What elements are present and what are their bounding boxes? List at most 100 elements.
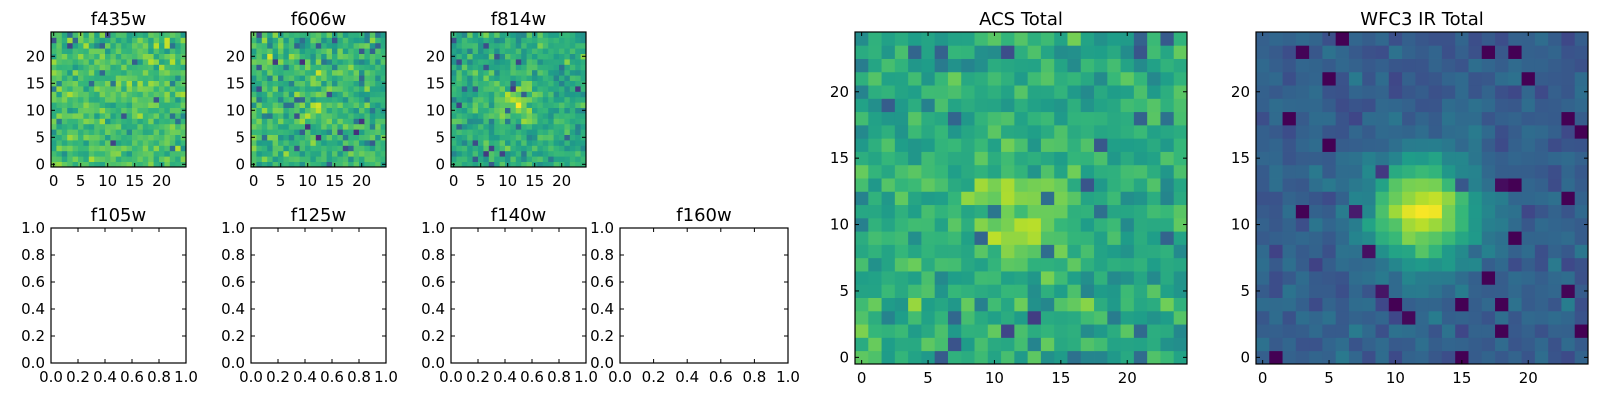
heatmap-cell <box>974 191 989 206</box>
heatmap-cell <box>321 113 327 119</box>
heatmap-cell <box>1468 151 1483 166</box>
heatmap-cell <box>532 145 538 152</box>
heatmap-cell <box>1269 244 1283 259</box>
heatmap-cell <box>126 64 133 71</box>
heatmap-cell <box>1014 271 1029 285</box>
heatmap-cell <box>326 42 333 49</box>
heatmap-cell <box>499 32 506 38</box>
heatmap-cell <box>1322 124 1337 139</box>
heatmap-cell <box>532 80 538 87</box>
heatmap-cell <box>353 150 360 157</box>
heatmap-cell <box>881 310 896 325</box>
heatmap-cell <box>564 150 571 157</box>
heatmap-cell <box>1521 324 1536 338</box>
heatmap-cell <box>461 113 468 119</box>
heatmap-cell <box>483 59 490 65</box>
heatmap-cell <box>169 69 176 76</box>
heatmap-cell <box>1548 284 1562 298</box>
heatmap-cell <box>1455 111 1469 126</box>
heatmap-cell <box>868 98 882 113</box>
heatmap-cell <box>83 134 90 141</box>
heatmap-cell <box>61 161 68 168</box>
heatmap-cell <box>467 32 473 38</box>
heatmap-cell <box>364 75 371 81</box>
heatmap-cell <box>532 96 538 103</box>
heatmap-cell <box>532 129 538 135</box>
heatmap-cell <box>332 48 338 54</box>
heatmap-cell <box>61 64 68 71</box>
heatmap-cell <box>1548 324 1562 338</box>
heatmap-cell <box>1295 231 1310 245</box>
heatmap-cell <box>510 145 517 152</box>
heatmap-cell <box>1147 151 1161 166</box>
heatmap-cell <box>261 129 268 135</box>
heatmap-cell <box>1402 111 1416 126</box>
heatmap-cell <box>153 118 160 125</box>
heatmap-cell <box>353 145 360 152</box>
heatmap-cell <box>261 32 268 38</box>
heatmap-cell <box>580 75 587 81</box>
heatmap-cell <box>894 32 909 46</box>
heatmap-cell <box>353 48 360 54</box>
heatmap-cell <box>478 118 484 125</box>
heatmap-cell <box>88 75 95 81</box>
heatmap-cell <box>1348 217 1363 232</box>
heatmap-cell <box>332 59 338 65</box>
axes-frame <box>1255 31 1589 365</box>
heatmap-cell <box>553 64 560 71</box>
heatmap-cell <box>947 257 962 272</box>
y-tick-label: 10 <box>426 101 445 119</box>
heatmap-cell <box>278 107 284 114</box>
heatmap-cell <box>542 96 549 103</box>
heatmap-cell <box>1040 151 1055 166</box>
heatmap-cell <box>342 91 349 98</box>
heatmap-cell <box>1388 71 1403 86</box>
heatmap-cell <box>1040 337 1055 352</box>
heatmap-cell <box>337 107 344 114</box>
heatmap-cell <box>1415 124 1430 139</box>
heatmap-cell <box>451 42 457 49</box>
heatmap-cell <box>1468 164 1483 179</box>
heatmap-cell <box>1309 71 1323 86</box>
heatmap-cell <box>881 164 896 179</box>
heatmap-cell <box>148 145 154 152</box>
heatmap-cell <box>321 53 327 60</box>
heatmap-cell <box>1388 151 1403 166</box>
heatmap-cell <box>72 53 79 60</box>
heatmap-cell <box>483 32 490 38</box>
heatmap-cell <box>456 107 463 114</box>
heatmap-cell <box>61 96 68 103</box>
heatmap-cell <box>278 64 284 71</box>
heatmap-cell <box>1574 178 1589 192</box>
heatmap-cell <box>488 91 495 98</box>
heatmap-cell <box>559 102 565 108</box>
heatmap-cell <box>575 161 581 168</box>
heatmap-cell <box>110 75 117 81</box>
heatmap-cell <box>1548 217 1562 232</box>
heatmap-cell <box>894 71 909 86</box>
y-tick-label: 1.0 <box>421 219 445 237</box>
heatmap-cell <box>1548 231 1562 245</box>
heatmap-cell <box>921 178 936 192</box>
x-tick-label: 0.0 <box>239 368 263 386</box>
heatmap-cell <box>83 102 90 108</box>
heatmap-cell <box>575 64 581 71</box>
heatmap-cell <box>278 91 284 98</box>
heatmap-cell <box>1574 297 1589 312</box>
panel-title: f140w <box>491 205 546 226</box>
heatmap-cell <box>315 140 322 146</box>
heatmap-cell <box>1067 111 1082 126</box>
heatmap-cell <box>272 48 279 54</box>
heatmap-cell <box>1295 310 1310 325</box>
heatmap-cell <box>61 107 68 114</box>
heatmap-cell <box>1027 45 1042 59</box>
heatmap-cell <box>305 59 311 65</box>
y-tick-label: 20 <box>226 47 245 65</box>
heatmap-cell <box>121 86 127 92</box>
heatmap-cell <box>1468 284 1483 298</box>
heatmap-cell <box>83 96 90 103</box>
heatmap-cell <box>310 145 317 152</box>
heatmap-cell <box>537 129 544 135</box>
heatmap-cell <box>580 37 587 44</box>
heatmap-cell <box>321 59 327 65</box>
